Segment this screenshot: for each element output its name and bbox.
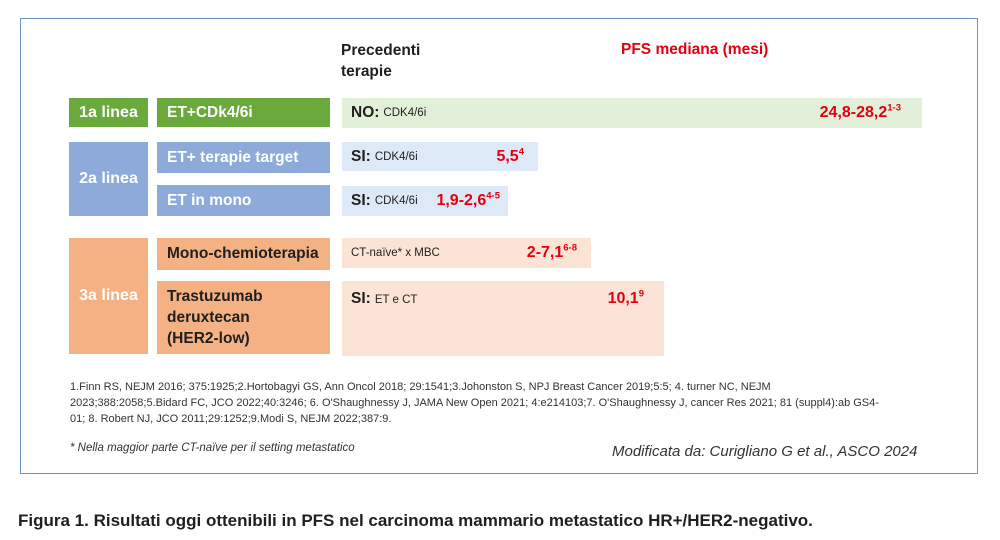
pfs-value: 10,19 bbox=[607, 288, 644, 307]
pfs-bar: SI: CDK4/6i 5,54 bbox=[342, 142, 538, 171]
therapy-box: Mono-chemioterapia bbox=[157, 238, 330, 270]
reference-superscript: 4 bbox=[518, 146, 524, 158]
pfs-bar: SI: CDK4/6i 1,9-2,64-5 bbox=[342, 186, 508, 216]
line-label-second: 2a linea bbox=[69, 142, 148, 216]
line-label-first: 1a linea bbox=[69, 98, 148, 127]
previous-therapy-detail: CDK4/6i bbox=[374, 150, 418, 163]
pfs-value: 2-7,16-8 bbox=[526, 242, 577, 261]
source-credit: Modificata da: Curigliano G et al., ASCO… bbox=[612, 443, 918, 460]
footnote: * Nella maggior parte CT-naïve per il se… bbox=[70, 442, 355, 454]
line-label-third: 3a linea bbox=[69, 238, 148, 354]
reference-superscript: 6-8 bbox=[563, 242, 577, 254]
references-text: 1.Finn RS, NEJM 2016; 375:1925;2.Hortoba… bbox=[70, 381, 879, 425]
reference-superscript: 1-3 bbox=[887, 102, 901, 114]
pfs-value: 5,54 bbox=[496, 146, 524, 165]
pfs-value: 24,8-28,21-3 bbox=[819, 102, 901, 121]
previous-therapy-flag: NO: bbox=[351, 104, 380, 121]
figure-frame bbox=[20, 18, 978, 474]
therapy-box: ET+ terapie target bbox=[157, 142, 330, 173]
previous-therapy-detail: CDK4/6i bbox=[383, 107, 427, 119]
therapy-box: ET+CDk4/6i bbox=[157, 98, 330, 127]
previous-therapy-flag: SI: bbox=[351, 192, 371, 209]
therapy-box: Trastuzumab deruxtecan (HER2-low) bbox=[157, 281, 330, 354]
figure-caption: Figura 1. Risultati oggi ottenibili in P… bbox=[18, 511, 813, 530]
previous-therapy-detail: CDK4/6i bbox=[374, 195, 418, 207]
header-previous-therapies: Precedenti terapie bbox=[341, 42, 421, 80]
previous-therapy-detail: ET e CT bbox=[374, 294, 418, 306]
reference-superscript: 9 bbox=[638, 288, 644, 300]
pfs-value: 1,9-2,64-5 bbox=[436, 190, 500, 209]
previous-therapy-flag: SI: bbox=[351, 147, 371, 165]
therapy-box: ET in mono bbox=[157, 185, 330, 216]
reference-superscript: 4-5 bbox=[486, 190, 500, 202]
pfs-bar: SI: ET e CT 10,19 bbox=[342, 281, 664, 356]
pfs-bar: CT-naïve* x MBC 2-7,16-8 bbox=[342, 238, 591, 268]
previous-therapy-detail: CT-naïve* x MBC bbox=[351, 247, 440, 259]
previous-therapy-flag: SI: bbox=[351, 290, 371, 307]
pfs-bar: NO: CDK4/6i 24,8-28,21-3 bbox=[342, 98, 922, 128]
header-pfs-median: PFS mediana (mesi) bbox=[621, 41, 769, 58]
